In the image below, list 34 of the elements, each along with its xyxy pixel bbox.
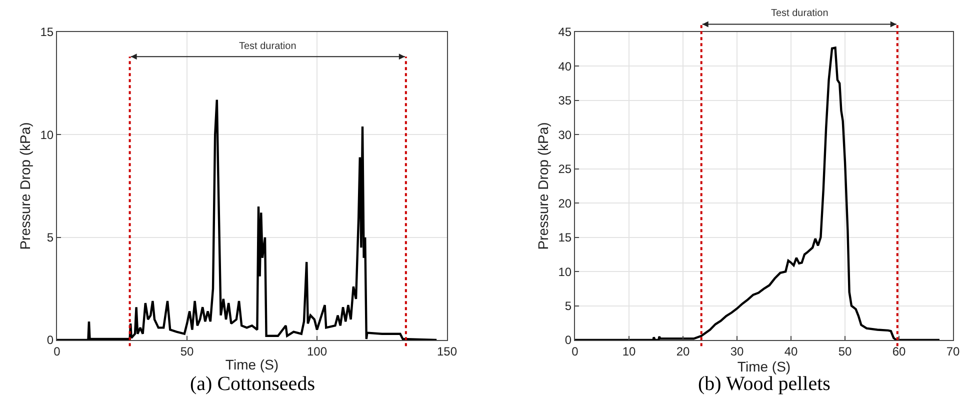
y-tick-label: 5 bbox=[564, 298, 572, 313]
y-tick-label: 10 bbox=[40, 128, 54, 142]
x-tick-label: 100 bbox=[306, 344, 328, 358]
y-tick-label: 25 bbox=[558, 162, 572, 176]
y-tick-label: 15 bbox=[40, 25, 54, 40]
y-tick-label: 30 bbox=[558, 128, 572, 142]
x-tick-label: 70 bbox=[946, 344, 960, 358]
text: (b) Wood pellets bbox=[698, 373, 831, 395]
x-tick-label: 10 bbox=[622, 344, 636, 358]
x-axis-title: Time (S) bbox=[225, 356, 279, 373]
text: Test duration bbox=[771, 8, 828, 19]
x-tick-label: 50 bbox=[180, 344, 194, 358]
line-series bbox=[575, 46, 941, 340]
y-tick-label: 0 bbox=[564, 333, 572, 348]
text: (a) Cottonseeds bbox=[190, 373, 316, 395]
y-axis-title: Pressure Drop (kPa) bbox=[16, 122, 33, 250]
x-tick-label: 60 bbox=[892, 344, 906, 358]
y-tick-label: 45 bbox=[558, 25, 572, 40]
y-tick-label: 15 bbox=[558, 230, 572, 245]
y-tick-label: 20 bbox=[558, 196, 572, 210]
x-tick-label: 40 bbox=[784, 344, 798, 358]
x-tick-label: 30 bbox=[730, 344, 744, 358]
y-tick-label: 35 bbox=[558, 94, 572, 108]
y-tick-label: 40 bbox=[558, 59, 572, 74]
x-tick-label: 50 bbox=[838, 344, 852, 358]
annotation: Test duration bbox=[239, 41, 296, 52]
x-tick-label: 150 bbox=[436, 344, 458, 358]
x-tick-label: 20 bbox=[676, 344, 690, 358]
x-axis-title: Time (S) bbox=[737, 358, 791, 374]
line-series bbox=[57, 98, 438, 340]
y-tick-label: 5 bbox=[46, 230, 54, 245]
y-axis-title: Pressure Drop (kPa) bbox=[534, 122, 551, 250]
y-tick-label: 10 bbox=[558, 264, 572, 279]
y-tick-label: 0 bbox=[46, 333, 54, 348]
